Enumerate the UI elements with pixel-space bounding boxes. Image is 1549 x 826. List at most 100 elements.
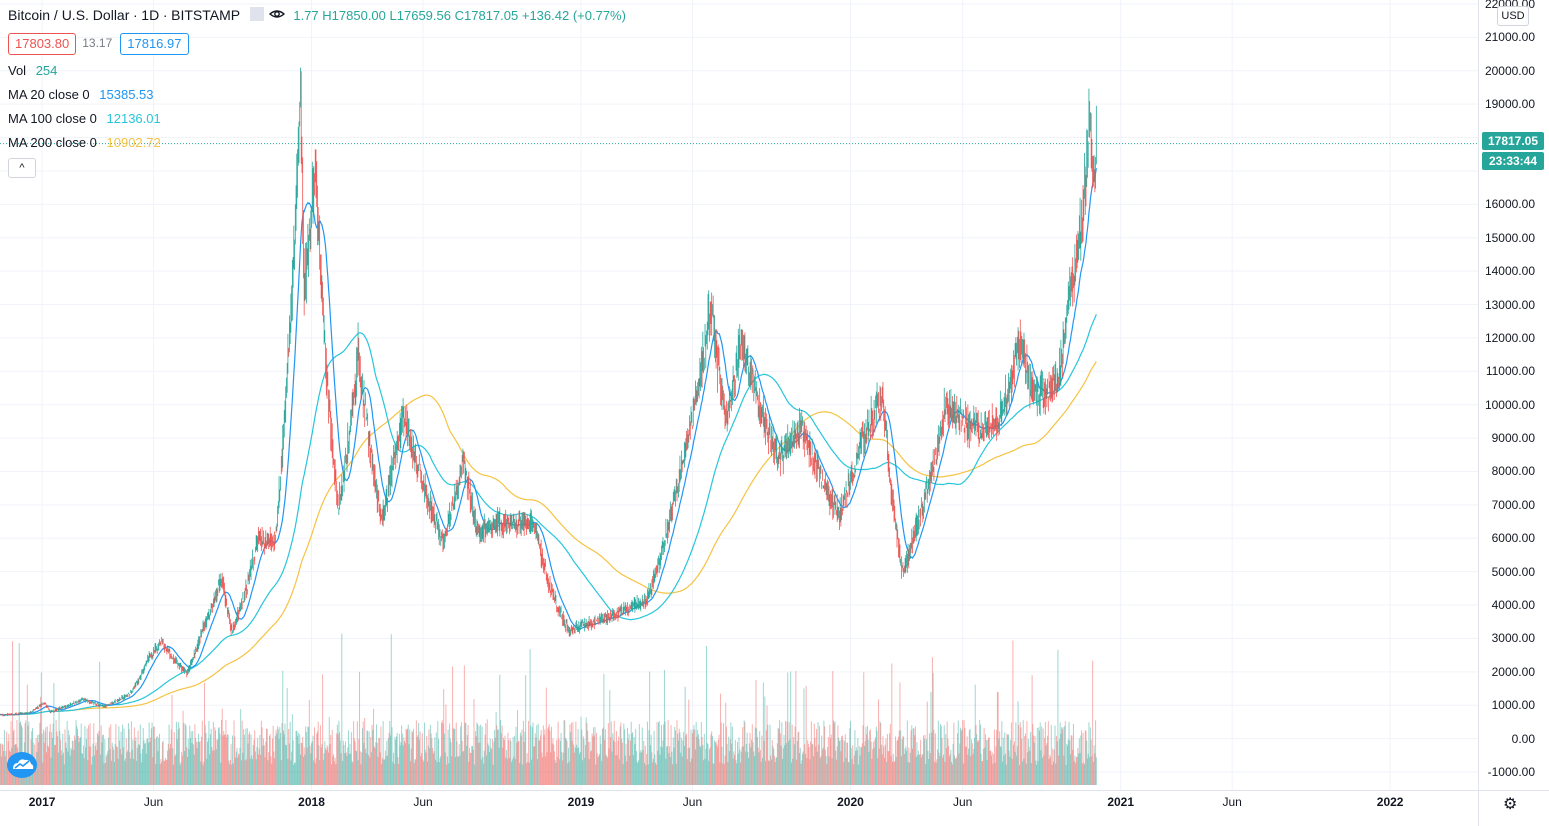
volume-bar	[1084, 730, 1086, 785]
volume-bar	[629, 755, 631, 785]
volume-bar	[979, 719, 981, 785]
volume-bar	[567, 763, 569, 785]
volume-bar	[637, 763, 639, 785]
volume-bar	[977, 740, 979, 785]
volume-bar	[735, 759, 737, 785]
volume-bar	[635, 728, 637, 785]
volume-bar	[86, 728, 88, 785]
volume-bar	[157, 751, 159, 785]
volume-bar	[546, 752, 548, 785]
volume-bar	[662, 740, 664, 785]
volume-bar	[890, 755, 892, 785]
ma100-legend[interactable]: MA 100 close 0 12136.01	[8, 110, 161, 128]
buy-price-button[interactable]: 17816.97	[120, 33, 189, 55]
collapse-legend-button[interactable]: ^	[8, 158, 36, 178]
volume-bar	[1070, 735, 1072, 785]
volume-bar	[773, 755, 775, 785]
volume-bar	[305, 732, 307, 785]
volume-bar	[166, 760, 168, 785]
volume-bar	[241, 720, 243, 785]
volume-bar	[119, 740, 121, 785]
sell-price-button[interactable]: 17803.80	[8, 33, 77, 55]
volume-bar	[721, 746, 723, 785]
volume-bar	[697, 734, 699, 785]
currency-label[interactable]: USD	[1497, 6, 1529, 26]
volume-bar	[845, 758, 847, 785]
volume-bar	[511, 762, 513, 785]
volume-bar	[593, 727, 595, 785]
eye-icon[interactable]	[249, 6, 286, 27]
interval[interactable]: 1D	[141, 7, 160, 23]
volume-bar	[746, 732, 748, 785]
volume-bar	[850, 748, 852, 785]
volume-bar	[1086, 758, 1088, 785]
volume-legend[interactable]: Vol 254	[8, 62, 57, 80]
volume-bar	[550, 726, 552, 785]
volume-bar	[779, 720, 781, 785]
volume-bar	[669, 746, 671, 785]
price-axis-label: 20000.00	[1484, 63, 1535, 78]
volume-bar	[1046, 743, 1048, 785]
volume-bar	[782, 748, 784, 785]
volume-bar	[779, 733, 781, 785]
ma200-legend[interactable]: MA 200 close 0 10902.72	[8, 134, 161, 152]
volume-bar	[745, 751, 747, 785]
volume-bar	[621, 742, 623, 785]
volume-bar	[816, 729, 818, 785]
volume-bar	[564, 720, 566, 785]
volume-bar	[457, 756, 459, 785]
volume-bar	[260, 720, 262, 785]
volume-bar	[951, 764, 953, 785]
volume-bar	[793, 744, 795, 785]
volume-bar	[317, 721, 319, 785]
volume-bar	[774, 761, 776, 785]
volume-bar	[872, 741, 874, 785]
volume-bar	[878, 748, 880, 785]
volume-bar	[333, 754, 335, 785]
volume-bar	[639, 752, 641, 785]
volume-bar	[426, 761, 428, 785]
gear-icon[interactable]: ⚙	[1503, 796, 1518, 813]
volume-bar	[942, 757, 944, 785]
volume-bar	[539, 740, 541, 785]
volume-bar	[559, 740, 561, 785]
volume-bar	[156, 736, 158, 785]
time-axis-label: 2021	[1107, 795, 1135, 809]
volume-bar	[110, 724, 112, 785]
volume-bar	[559, 759, 561, 785]
volume-bar	[199, 741, 201, 785]
tradingview-logo-icon[interactable]	[7, 752, 37, 778]
symbol-name[interactable]: Bitcoin / U.S. Dollar	[8, 7, 130, 23]
volume-bar	[1095, 757, 1097, 785]
volume-bar	[434, 737, 436, 785]
volume-bar	[264, 757, 266, 785]
volume-bar	[319, 725, 321, 785]
volume-bar	[875, 726, 877, 785]
volume-bar	[1091, 756, 1093, 785]
volume-bar	[1042, 728, 1044, 785]
volume-bar	[258, 748, 260, 785]
volume-bar	[875, 737, 877, 785]
volume-bar	[848, 762, 850, 785]
volume-bar	[375, 742, 377, 785]
volume-bar	[190, 731, 192, 785]
volume-bar	[925, 764, 927, 785]
volume-bar	[844, 741, 846, 785]
volume-bar	[757, 747, 759, 785]
volume-bar	[996, 692, 998, 785]
volume-bar	[982, 748, 984, 785]
exchange[interactable]: BITSTAMP	[171, 7, 241, 23]
volume-bar	[985, 740, 987, 785]
volume-bar	[460, 726, 462, 785]
volume-bar	[37, 742, 39, 785]
volume-bar	[897, 736, 899, 785]
volume-bar	[1012, 640, 1014, 785]
volume-bar	[451, 756, 453, 785]
volume-bar	[733, 751, 735, 785]
volume-bar	[248, 734, 250, 785]
volume-bar	[928, 733, 930, 785]
ma20-legend[interactable]: MA 20 close 0 15385.53	[8, 86, 154, 104]
volume-bar	[910, 730, 912, 785]
volume-bar	[184, 723, 186, 785]
